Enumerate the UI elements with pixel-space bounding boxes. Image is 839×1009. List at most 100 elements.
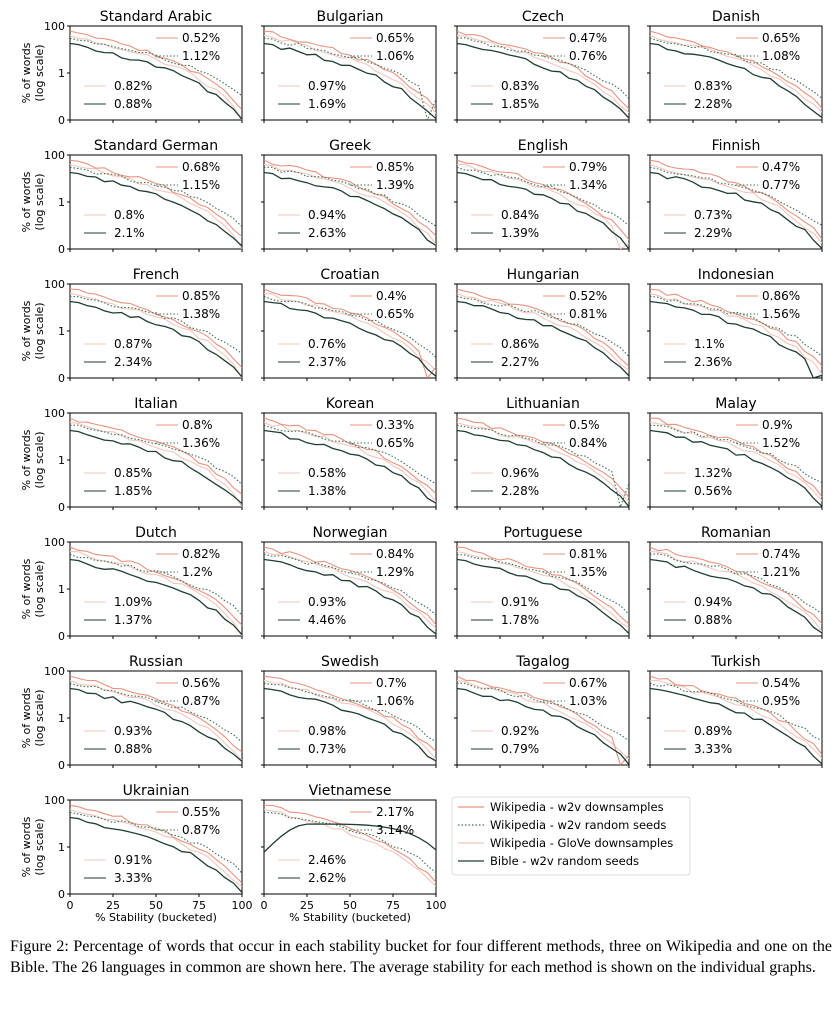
average-label-3: 2.63% — [308, 226, 346, 240]
panel-title: English — [518, 138, 569, 154]
series-line-3 — [264, 558, 436, 635]
average-label-2: 0.83% — [694, 79, 732, 93]
panel-series — [457, 30, 629, 119]
series-line-2 — [264, 421, 436, 503]
average-label-1: 0.84% — [569, 436, 607, 450]
series-line-3 — [457, 558, 629, 635]
average-label-3: 3.33% — [694, 742, 732, 756]
panel-title: Swedish — [321, 654, 379, 670]
panel-greek: Greek 0.85% 1.39% 0.94% 2.63% — [261, 138, 437, 252]
y-axis-label-line1: % of words — [20, 300, 33, 361]
panel-title: Danish — [712, 9, 760, 25]
average-label-0: 0.65% — [376, 31, 414, 45]
x-tick-label: 25 — [300, 899, 314, 912]
series-line-1 — [264, 424, 436, 485]
series-line-1 — [264, 811, 436, 874]
x-axis-label: % Stability (bucketed) — [95, 911, 217, 924]
panel-romanian: Romanian 0.74% 1.21% 0.94% 0.88% — [647, 525, 823, 639]
average-label-2: 0.91% — [501, 595, 539, 609]
panel-series — [264, 804, 436, 887]
x-tick-label: 75 — [386, 899, 400, 912]
average-label-3: 4.46% — [308, 613, 346, 627]
average-label-1: 1.2% — [182, 565, 213, 579]
panel-series — [457, 288, 629, 377]
x-tick-label: 75 — [192, 899, 206, 912]
average-label-2: 0.73% — [694, 208, 732, 222]
average-label-2: 0.93% — [308, 595, 346, 609]
panel-czech: Czech 0.47% 0.76% 0.83% 1.85% — [454, 9, 630, 123]
series-line-0 — [457, 417, 629, 498]
y-tick-label: 0 — [58, 759, 65, 772]
series-line-2 — [457, 421, 629, 502]
panel-series — [264, 417, 436, 504]
x-axis-label: % Stability (bucketed) — [289, 911, 411, 924]
series-line-2 — [457, 679, 629, 760]
series-line-1 — [70, 424, 242, 485]
average-label-3: 1.69% — [308, 97, 346, 111]
average-label-2: 0.96% — [501, 466, 539, 480]
average-label-1: 1.35% — [569, 565, 607, 579]
panel-title: Greek — [329, 138, 372, 154]
series-line-3 — [264, 171, 436, 247]
panel-standard-arabic: Standard Arabic 100 1 0 % of words (log scale… — [20, 9, 243, 127]
series-line-1 — [264, 553, 436, 616]
panel-series — [457, 417, 629, 507]
series-line-3 — [650, 429, 822, 507]
average-label-1: 0.81% — [569, 307, 607, 321]
average-label-2: 0.93% — [114, 724, 152, 738]
panel-title: Czech — [522, 9, 564, 25]
panel-title: Malay — [715, 396, 756, 412]
y-axis-label-line2: (log scale) — [33, 302, 46, 359]
series-line-1 — [70, 37, 242, 97]
series-line-3 — [650, 42, 822, 119]
average-label-1: 1.12% — [182, 49, 220, 63]
panel-series — [264, 159, 436, 247]
panel-frame — [263, 670, 437, 766]
series-line-3 — [457, 687, 629, 765]
y-tick-label: 100 — [44, 278, 65, 291]
y-tick-label: 100 — [44, 20, 65, 33]
average-label-1: 0.87% — [182, 823, 220, 837]
series-line-0 — [457, 288, 629, 367]
average-label-0: 0.68% — [182, 160, 220, 174]
series-line-3 — [264, 823, 436, 853]
average-label-0: 0.9% — [762, 418, 793, 432]
series-line-0 — [264, 159, 436, 237]
average-label-2: 0.85% — [114, 466, 152, 480]
average-label-3: 1.85% — [114, 484, 152, 498]
panel-title: Korean — [326, 396, 375, 412]
average-label-0: 0.86% — [762, 289, 800, 303]
average-label-2: 0.92% — [501, 724, 539, 738]
panel-title: Vietnamese — [309, 783, 392, 799]
y-tick-label: 100 — [44, 149, 65, 162]
panel-title: Lithuanian — [506, 396, 580, 412]
average-label-0: 0.47% — [762, 160, 800, 174]
panel-series — [650, 675, 822, 765]
series-line-2 — [650, 421, 822, 502]
average-label-2: 2.46% — [308, 853, 346, 867]
average-label-1: 1.39% — [376, 178, 414, 192]
series-line-3 — [264, 687, 436, 762]
panel-ukrainian: Ukrainian 100 1 0 % of words (log scale) 0 25 50… — [20, 783, 253, 924]
panel-italian: Italian 100 1 0 % of words (log scale) 0.8% 1.3… — [20, 396, 243, 514]
series-line-2 — [457, 550, 629, 629]
y-tick-label: 1 — [58, 583, 65, 596]
average-label-2: 1.09% — [114, 595, 152, 609]
y-axis-label: % of words (log scale) — [20, 816, 46, 877]
y-axis-label: % of words (log scale) — [20, 558, 46, 619]
series-line-2 — [70, 163, 242, 249]
series-line-2 — [457, 163, 629, 249]
average-label-1: 1.36% — [182, 436, 220, 450]
y-axis-label-line1: % of words — [20, 171, 33, 232]
series-line-0 — [70, 417, 242, 495]
series-line-3 — [457, 42, 629, 119]
average-label-3: 1.37% — [114, 613, 152, 627]
series-line-2 — [650, 163, 822, 244]
average-label-1: 1.06% — [376, 694, 414, 708]
average-label-3: 2.62% — [308, 871, 346, 885]
panel-hungarian: Hungarian 0.52% 0.81% 0.86% 2.27% — [454, 267, 630, 381]
series-line-2 — [70, 808, 242, 888]
average-label-0: 0.52% — [569, 289, 607, 303]
series-line-2 — [264, 550, 436, 629]
